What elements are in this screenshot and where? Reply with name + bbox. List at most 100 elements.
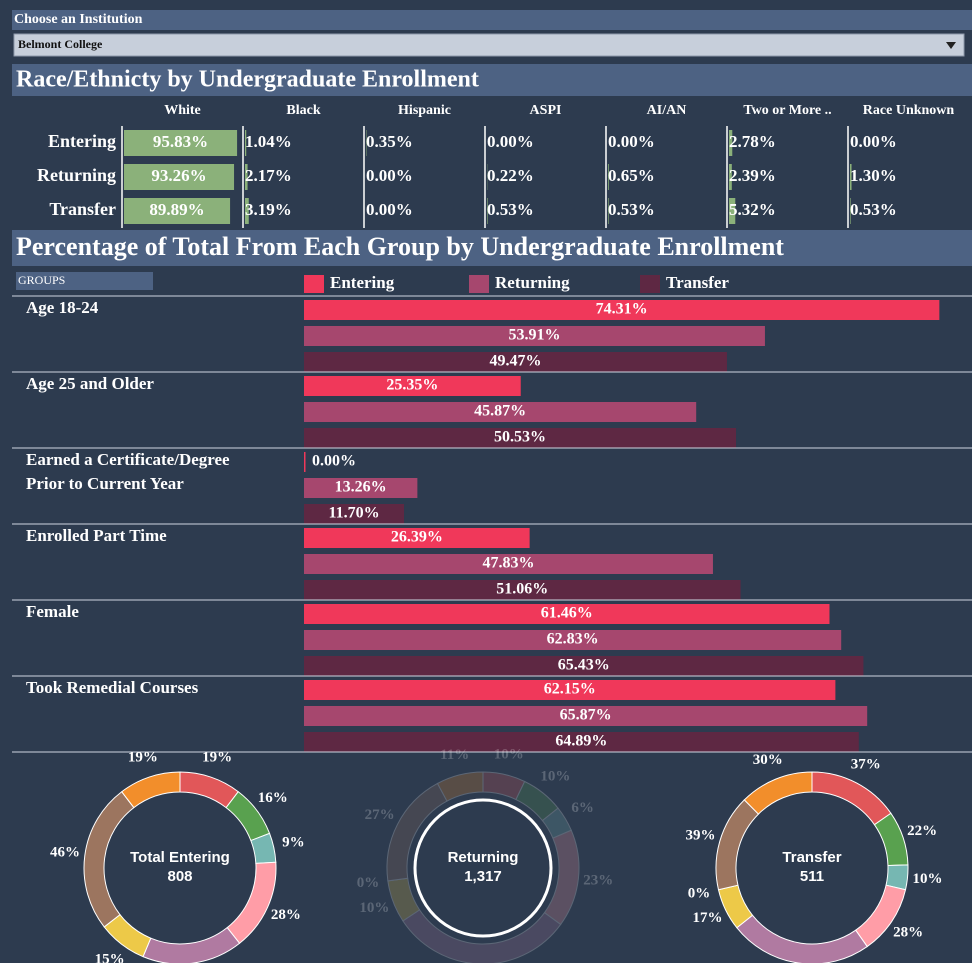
donut-slice <box>543 829 580 926</box>
bar-label: 50.53% <box>494 429 546 446</box>
cell-bar <box>729 164 732 190</box>
donut-center-value: 511 <box>800 868 824 885</box>
cell-label: 93.26% <box>151 166 206 185</box>
slice-label: 19% <box>128 750 158 766</box>
bar <box>304 352 727 372</box>
chart-title: Percentage of Total From Each Group by U… <box>16 232 784 261</box>
column-header: Black <box>286 103 320 118</box>
cell-label: 0.22% <box>487 166 534 185</box>
cell-bar <box>729 130 733 156</box>
bar-label: 25.35% <box>386 377 438 394</box>
dropdown[interactable]: Belmont College <box>13 33 965 57</box>
bar <box>304 478 418 498</box>
cell-bar <box>608 198 609 224</box>
group-label: Female <box>26 602 79 621</box>
filter-label: Choose an Institution <box>14 12 143 27</box>
bar-label: 64.89% <box>555 733 607 750</box>
legend-swatch <box>469 275 489 293</box>
cell-label: 5.32% <box>729 200 776 219</box>
group-label-line: Earned a Certificate/Degree <box>26 450 230 469</box>
legend-label: Entering <box>330 273 395 292</box>
cell-label: 0.35% <box>366 132 413 151</box>
cell-bar <box>124 130 238 156</box>
bar <box>304 732 859 752</box>
bar <box>304 604 830 624</box>
donut: 10%10%6%23%43%10%0%27%11% <box>357 746 613 963</box>
group-label: Enrolled Part Time <box>26 526 167 545</box>
slice-label: 10% <box>540 769 570 785</box>
cell-bar <box>729 198 736 224</box>
bar-label: 51.06% <box>496 581 548 598</box>
slice-label: 10% <box>494 746 524 762</box>
cell-label: 0.00% <box>366 200 413 219</box>
bar-label: 65.43% <box>558 657 610 674</box>
bar <box>304 630 842 650</box>
donut: 37%22%10%28%58%17%0%39%30% <box>686 752 942 963</box>
cell-bar <box>124 164 235 190</box>
slice-label: 0% <box>688 886 711 902</box>
cell-label: 1.30% <box>850 166 897 185</box>
cell-bar <box>850 164 852 190</box>
bar-label: 49.47% <box>489 353 541 370</box>
row-label: Transfer <box>49 199 116 219</box>
cell-label: 1.04% <box>245 132 292 151</box>
dropdown-box[interactable] <box>13 33 965 57</box>
bar-label: 11.70% <box>328 505 379 522</box>
bar <box>304 428 737 448</box>
donut-center-title: Total Entering <box>130 849 230 866</box>
slice-label: 23% <box>583 872 613 888</box>
dropdown-arrow[interactable] <box>946 42 956 49</box>
slice-label: 15% <box>95 952 125 963</box>
column-header: ASPI <box>530 103 562 118</box>
cell-label: 2.78% <box>729 132 776 151</box>
title-bar <box>12 64 972 96</box>
slice-label: 16% <box>258 790 288 806</box>
bar-label: 62.15% <box>544 681 596 698</box>
bar <box>304 402 697 422</box>
slice-label: 17% <box>693 910 723 926</box>
legend-swatch <box>640 275 660 293</box>
column-header: Two or More .. <box>743 103 831 118</box>
bar <box>304 528 530 548</box>
group-label: Took Remedial Courses <box>26 678 199 697</box>
cell-bar <box>245 198 249 224</box>
slice-label: 6% <box>571 800 594 816</box>
selection-ring <box>413 798 553 938</box>
group-label: Age 25 and Older <box>26 374 154 393</box>
bar <box>304 504 405 524</box>
cell-label: 2.17% <box>245 166 292 185</box>
cell-bar <box>124 198 231 224</box>
bar <box>304 554 713 574</box>
slice-label: 46% <box>50 845 80 861</box>
bar-label: 0.00% <box>312 453 356 470</box>
bar <box>304 376 521 396</box>
column-header: Race Unknown <box>863 103 955 118</box>
slice-label: 11% <box>440 747 469 763</box>
donut-slice <box>541 807 572 839</box>
title-bar <box>12 230 972 266</box>
legend-label: Transfer <box>666 273 729 292</box>
donut-slice <box>743 771 813 815</box>
bar <box>304 680 836 700</box>
donut: 19%16%9%28%31%15%46%19% <box>50 750 305 963</box>
dropdown-value[interactable]: Belmont College <box>18 37 103 51</box>
cell-label: 3.19% <box>245 200 292 219</box>
bar-label: 13.26% <box>335 479 387 496</box>
bar <box>304 706 868 726</box>
bar-label: 53.91% <box>508 327 560 344</box>
column-header: White <box>164 103 201 118</box>
bar-label: 61.46% <box>541 605 593 622</box>
cell-bar <box>487 198 488 224</box>
legend-swatch <box>304 275 324 293</box>
groups-label: GROUPS <box>18 273 65 287</box>
donut-slice <box>402 909 562 963</box>
groups-header <box>16 272 153 290</box>
column-header: Hispanic <box>398 103 451 118</box>
slice-label: 37% <box>851 757 881 773</box>
donut-center-title: Returning <box>448 849 519 866</box>
slice-label: 9% <box>282 835 305 851</box>
slice-label: 28% <box>893 924 923 940</box>
donut-slice <box>386 782 448 882</box>
cell-bar <box>245 164 248 190</box>
